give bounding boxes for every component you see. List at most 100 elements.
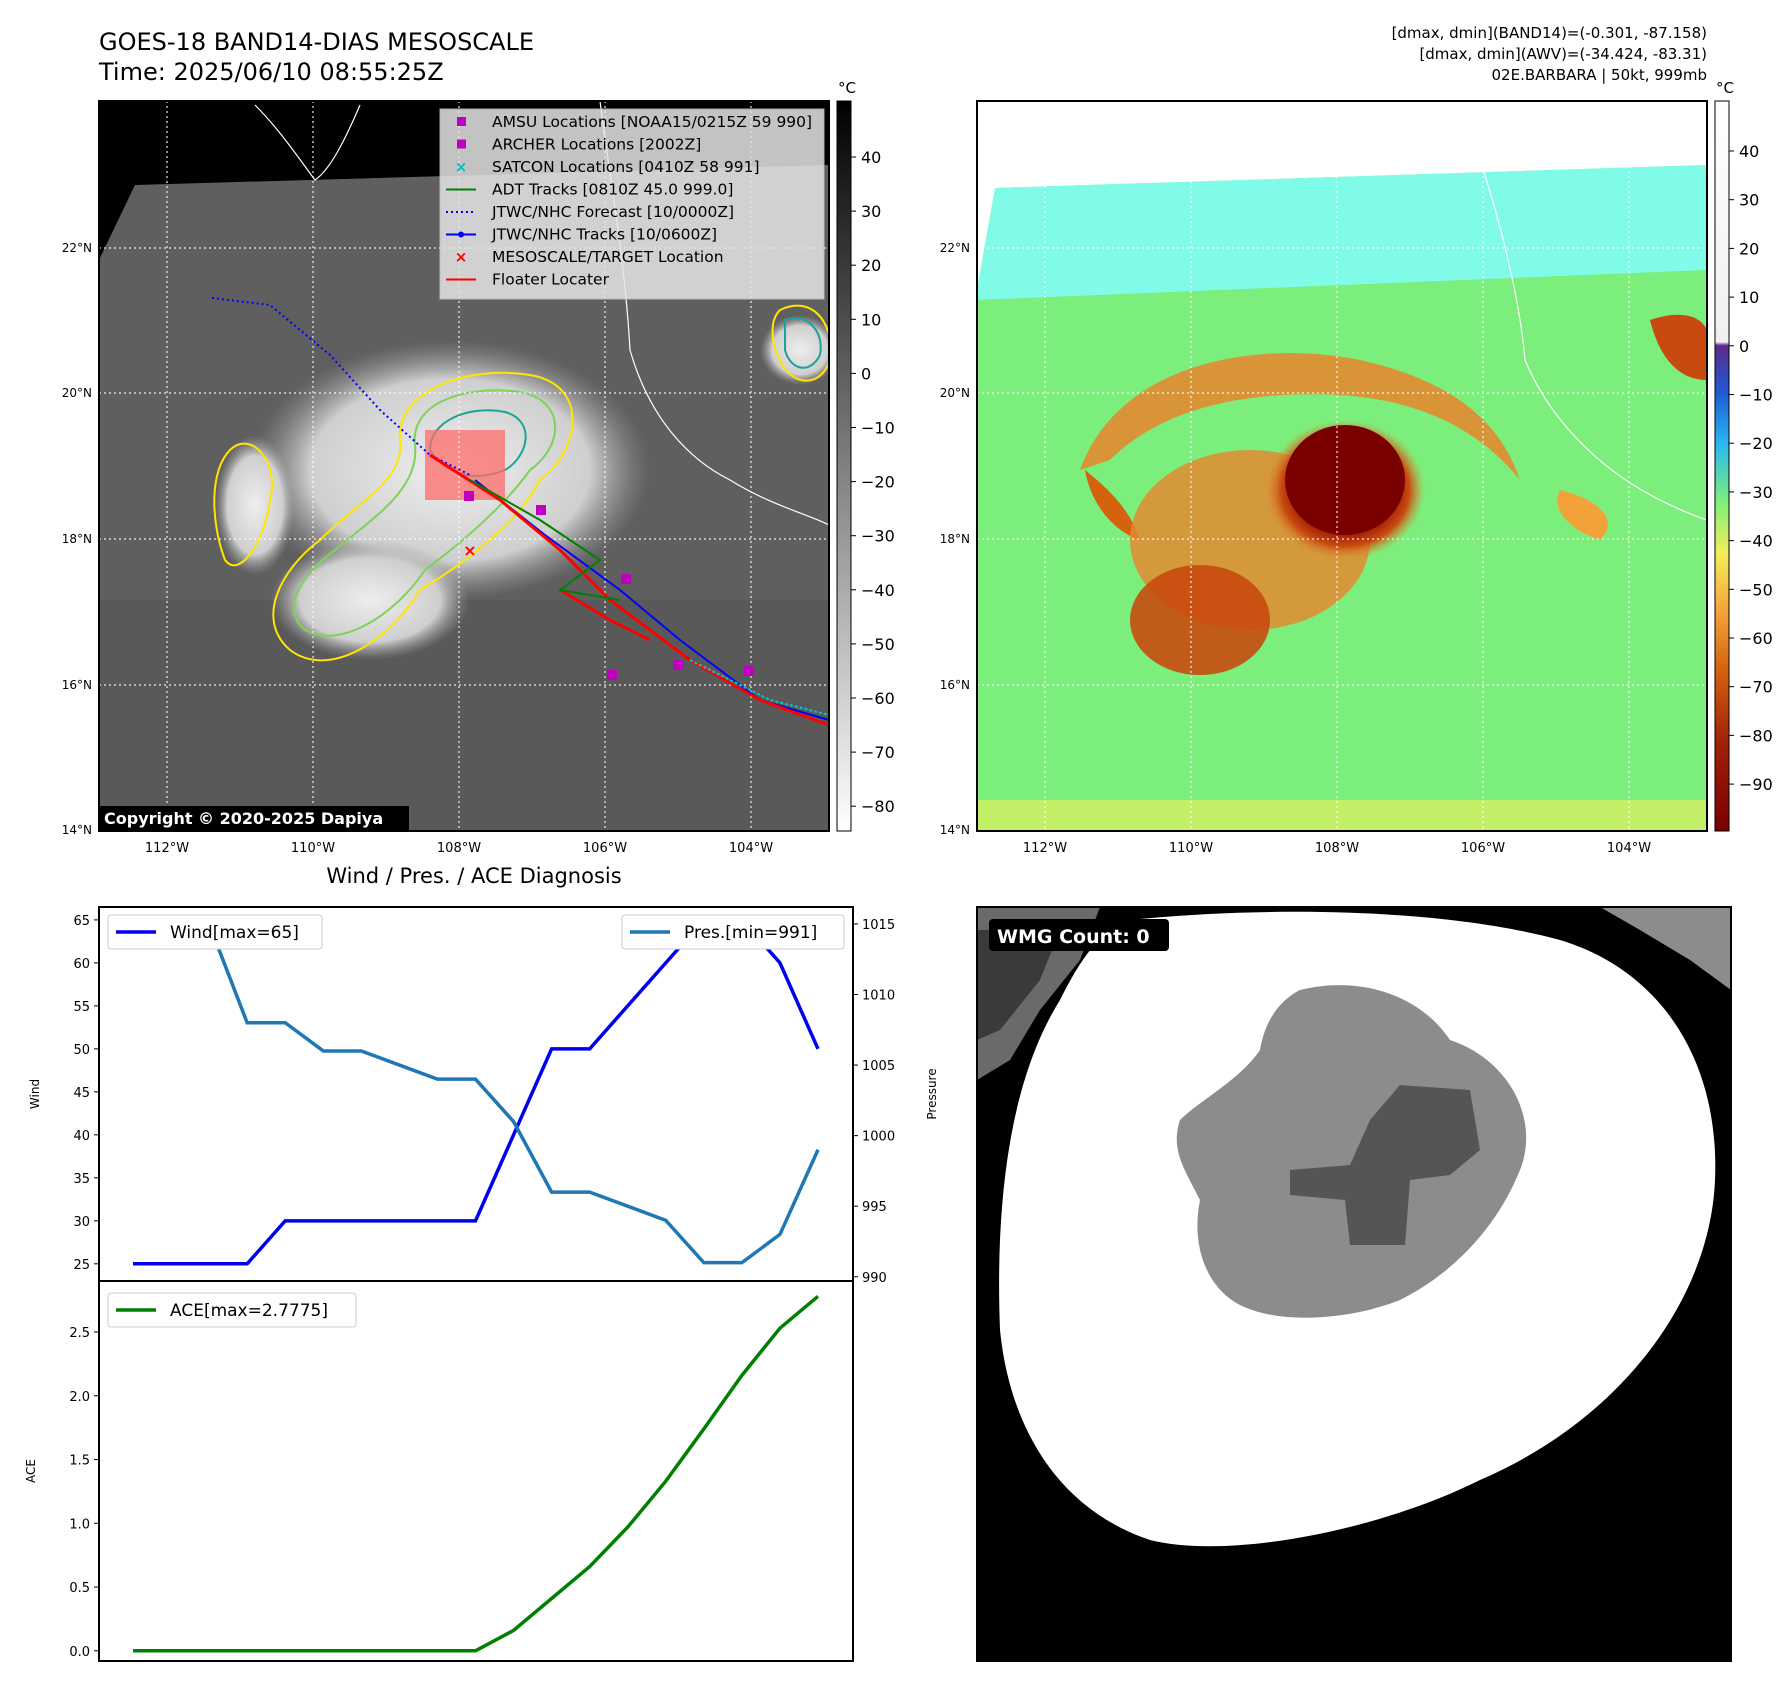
ace-ylabel: ACE [24,1459,38,1483]
wind-tick-label: 25 [73,1258,90,1273]
wind-series-line [133,918,820,1266]
adt-track [469,479,621,601]
ir-lat-label: 18°N [62,532,92,546]
legend-label: AMSU Locations [NOAA15/0215Z 59 990] [492,113,812,131]
colorbar-tick-label: −10 [1739,386,1773,405]
pressure-legend: Pres.[min=991] [621,914,845,950]
copyright: Copyright © 2020-2025 Dapiya [104,809,383,828]
figure-title: GOES-18 BAND14-DIAS MESOSCALE [99,28,534,56]
wind-tick-label: 30 [73,1215,90,1230]
awv-lat-label: 16°N [940,678,970,692]
colorbar-tick-label: −80 [1739,726,1773,745]
ir-floater-box [425,430,505,500]
colorbar-tick-label: 0 [1739,337,1749,356]
ir-lon-label: 108°W [437,841,481,856]
colorbar-tick-label: −80 [861,797,895,816]
awv-lat-label: 22°N [940,241,970,255]
awv-lon-label: 112°W [1023,841,1067,856]
colorbar-tick-label: 40 [861,148,881,167]
colorbar-tick-label: −30 [1739,483,1773,502]
legend-item: JTWC/NHC Forecast [10/0000Z] [446,203,734,221]
legend-item: ARCHER Locations [2002Z] [457,136,701,154]
ace-tick-label: 2.0 [69,1390,90,1405]
colorbar-tick-label: −20 [1739,434,1773,453]
legend-label: MESOSCALE/TARGET Location [492,248,724,266]
legend-label: JTWC/NHC Tracks [10/0600Z] [491,226,717,244]
colorbar-tick-label: −70 [1739,678,1773,697]
awv-lat-label: 14°N [940,823,970,837]
ir-lon-label: 104°W [729,841,773,856]
colorbar-tick-label: 30 [861,202,881,221]
pressure-tick-label: 990 [862,1271,887,1286]
legend-item: ADT Tracks [0810Z 45.0 999.0] [446,181,733,199]
wind-ylabel: Wind [28,1079,42,1109]
colorbar-tick-label: −10 [861,419,895,438]
wmg-dark-region [1290,1085,1480,1245]
colorbar-tick-label: −70 [861,743,895,762]
wind-axes-frame [98,906,854,1282]
awv-frame [976,100,1708,832]
ace-legend: ACE[max=2.7775] [107,1292,357,1328]
wind-legend-label: Wind[max=65] [170,923,299,943]
ir-legend: AMSU Locations [NOAA15/0215Z 59 990] ARCH… [439,108,825,300]
wind-tick-label: 55 [73,1000,90,1015]
ir-lon-label: 106°W [583,841,627,856]
wind-legend: Wind[max=65] [107,914,323,950]
colorbar-tick-label: 10 [1739,288,1759,307]
colorbar-tick-label: −50 [1739,580,1773,599]
legend-label: ADT Tracks [0810Z 45.0 999.0] [492,181,733,199]
target-marker: × [463,541,476,560]
awv-lat-label: 18°N [940,532,970,546]
wmg-gray-region [1176,985,1527,1318]
awv-lon-label: 108°W [1315,841,1359,856]
legend-marker-x: × [455,158,468,176]
pressure-tick-label: 995 [862,1200,887,1215]
ir-contour-yellow [272,371,574,662]
awv-lat-label: 20°N [940,386,970,400]
ace-tick-label: 1.0 [69,1517,90,1532]
floater-track [429,453,829,727]
info-band14: [dmax, dmin](BAND14)=(-0.301, -87.158) [1392,24,1707,42]
wind-tick-label: 60 [73,957,90,972]
legend-label: Floater Locater [492,271,610,289]
colorbar-tick-label: −60 [1739,629,1773,648]
colorbar-tick-label: 10 [861,310,881,329]
pressure-tick-label: 1000 [862,1130,895,1145]
ace-tick-label: 0.0 [69,1645,90,1660]
ace-series-line [133,1294,820,1653]
pressure-tick-label: 1015 [862,918,895,933]
awv-map-panel: 112°W 110°W 108°W 106°W 104°W 22°N 20°N … [940,79,1773,856]
awv-colorbar: °C 40 30 20 10 0 −10 −20 −30 −40 −50 −60 −70 −80 −90 [1714,79,1773,832]
legend-label: JTWC/NHC Forecast [10/0000Z] [491,203,734,221]
colorbar-tick-label: 40 [1739,142,1759,161]
info-awv: [dmax, dmin](AWV)=(-34.424, -83.31) [1419,45,1707,63]
awv-lon-label: 110°W [1169,841,1213,856]
pressure-tick-label: 1010 [862,989,895,1004]
ir-lat-label: 22°N [62,241,92,255]
ace-legend-label: ACE[max=2.7775] [170,1301,328,1321]
info-storm: 02E.BARBARA | 50kt, 999mb [1492,66,1707,84]
colorbar-tick-label: −50 [861,635,895,654]
legend-item: AMSU Locations [NOAA15/0215Z 59 990] [457,113,812,131]
colorbar-tick-label: −90 [1739,775,1773,794]
colorbar-tick-label: 20 [1739,239,1759,258]
wmg-panel: WMG Count: 0 [976,906,1732,1662]
colorbar-tick-label: 0 [861,364,871,383]
pressure-series-line [133,922,820,1265]
awv-gridlines [977,101,1707,831]
figure-time: Time: 2025/06/10 08:55:25Z [98,58,444,86]
wmg-frame [976,906,1732,1662]
ir-lat-label: 16°N [62,678,92,692]
ir-lon-label: 110°W [291,841,335,856]
wmg-count: WMG Count: 0 [997,926,1150,948]
legend-item: × SATCON Locations [0410Z 58 991] [455,158,760,176]
ir-contour-green [292,389,556,637]
pressure-tick-label: 1005 [862,1059,895,1074]
colorbar-tick-label: −40 [1739,532,1773,551]
ace-tick-label: 2.5 [69,1326,90,1341]
ir-map-panel: × Copyright © 2020-2025 Dapiya AMSU Loca… [62,79,895,856]
awv-lon-label: 106°W [1461,841,1505,856]
ace-tick-label: 0.5 [69,1581,90,1596]
legend-marker-square [457,117,466,126]
legend-marker-x: × [455,248,468,266]
